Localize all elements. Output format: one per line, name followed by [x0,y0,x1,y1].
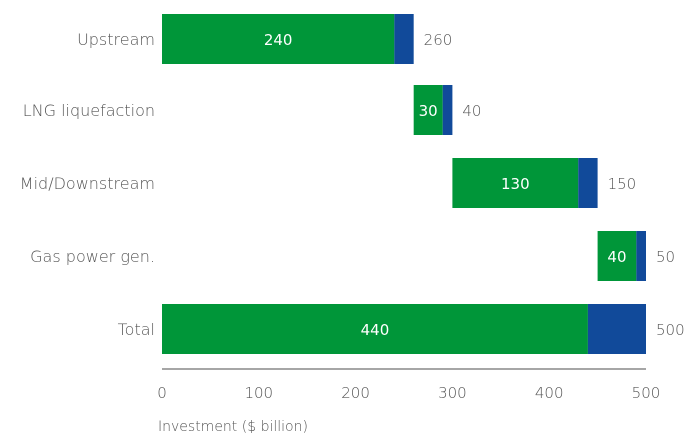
x-tick-label-300: 300 [438,384,467,402]
x-axis: 0 100 200 300 400 500 [157,368,661,402]
x-tick-label-100: 100 [244,384,273,402]
category-label-mid-downstream: Mid/Downstream [20,174,155,193]
bar-gas-power-gen-segment-2 [636,231,646,281]
bar-mid-downstream-segment-2 [578,158,598,208]
bar-lng-liquefaction-segment-1 [413,85,443,135]
inner-value-label-mid-downstream: 130 [501,175,530,193]
total-value-label-mid-downstream: 150 [608,175,637,193]
bar-mid-downstream-segment-1 [452,158,579,208]
bar-lng-liquefaction-segment-2 [442,85,453,135]
total-value-label-total: 500 [656,321,685,339]
inner-value-label-lng-liquefaction: 30 [419,102,438,120]
category-label-gas-power-gen: Gas power gen. [30,247,155,266]
labels-group: Upstream 240 260 LNG liquefaction 30 40 Mid/Do… [20,30,685,339]
x-axis-title: Investment ($ billion) [158,419,308,435]
inner-value-label-total: 440 [361,321,390,339]
bar-gas-power-gen-segment-1 [597,231,637,281]
x-tick-label-400: 400 [535,384,564,402]
total-value-label-lng-liquefaction: 40 [462,102,481,120]
x-tick-label-0: 0 [157,384,167,402]
inner-value-label-gas-power-gen: 40 [607,248,626,266]
inner-value-label-upstream: 240 [264,31,293,49]
bar-total-segment-2 [587,304,646,354]
category-label-upstream: Upstream [77,30,155,49]
bar-upstream-segment-2 [394,14,414,64]
bar-total-segment-1 [162,304,588,354]
total-value-label-gas-power-gen: 50 [656,248,675,266]
x-tick-label-500: 500 [632,384,661,402]
total-value-label-upstream: 260 [424,31,453,49]
x-tick-label-200: 200 [341,384,370,402]
category-label-total: Total [118,320,155,339]
category-label-lng-liquefaction: LNG liquefaction [23,101,155,120]
bars-group [162,14,646,354]
bar-upstream-segment-1 [162,14,395,64]
